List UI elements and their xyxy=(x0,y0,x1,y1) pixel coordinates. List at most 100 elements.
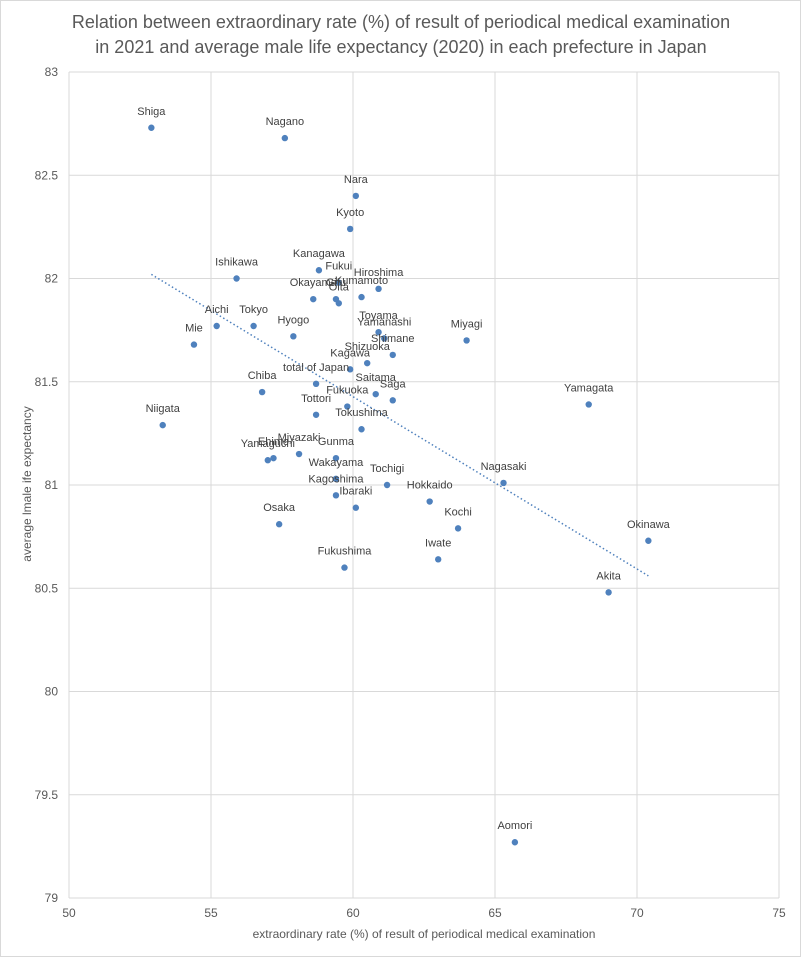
data-point xyxy=(315,267,323,274)
data-point-label: Ibaraki xyxy=(339,486,372,498)
data-point xyxy=(463,337,470,344)
data-point xyxy=(375,328,382,336)
data-point xyxy=(511,839,519,846)
data-point-label: Aomori xyxy=(497,820,532,832)
data-point xyxy=(250,322,257,330)
data-point xyxy=(381,335,388,342)
data-point-label: Oita xyxy=(329,281,350,293)
data-point xyxy=(258,388,266,396)
chart-title-line-1: Relation between extraordinary rate (%) … xyxy=(71,12,731,32)
y-axis-label: average lmale ife expectancy xyxy=(20,406,34,561)
data-point-label: Kagawa xyxy=(330,347,371,359)
data-point xyxy=(454,525,462,532)
data-point-label: Wakayama xyxy=(309,457,364,469)
data-point-label: Miyagi xyxy=(451,318,483,330)
data-point xyxy=(312,411,320,418)
data-point xyxy=(364,359,371,367)
y-tick-label: 81 xyxy=(45,478,59,492)
y-tick-label: 80 xyxy=(45,685,59,699)
data-point-label: Yamagata xyxy=(564,382,614,394)
data-point-label: Ehime xyxy=(258,436,289,448)
data-point xyxy=(645,537,652,544)
x-tick-label: 70 xyxy=(630,906,644,920)
data-point xyxy=(500,479,507,487)
data-point-label: Niigata xyxy=(146,403,181,415)
y-tick-labels: 79 79.5 80 80.5 81 81.5 82 82.5 83 xyxy=(35,65,59,905)
data-point-label: Miyazaki xyxy=(278,432,321,444)
y-tick-label: 83 xyxy=(45,65,59,79)
data-point xyxy=(295,450,303,458)
x-tick-label: 50 xyxy=(62,906,76,920)
data-point-label: Shizuoka xyxy=(345,341,391,353)
data-point xyxy=(435,556,442,563)
data-point-label: Iwate xyxy=(425,537,451,549)
data-point-label: Kyoto xyxy=(336,207,364,219)
data-point xyxy=(190,341,198,348)
data-point xyxy=(383,481,391,489)
data-point xyxy=(159,421,166,429)
data-point xyxy=(372,390,379,398)
data-point-label: Akita xyxy=(596,570,621,582)
chart-title-line-2: in 2021 and average male life expectancy… xyxy=(95,37,707,57)
data-point-label: Nagano xyxy=(266,116,305,128)
data-point-label: Saitama xyxy=(356,372,397,384)
data-point-label: Hiroshima xyxy=(354,267,404,279)
data-point-label: Yamanashi xyxy=(357,316,411,328)
data-point xyxy=(264,457,271,464)
data-point-label: Tokyo xyxy=(239,304,268,316)
data-point-label: Okayama xyxy=(290,277,338,289)
data-point-label: Fukushima xyxy=(318,546,373,558)
data-point xyxy=(270,454,277,462)
data-point xyxy=(312,380,320,388)
data-point xyxy=(389,397,396,404)
y-tick-label: 81.5 xyxy=(35,375,59,389)
data-point xyxy=(346,366,354,373)
data-point-labels: Shiga Nagano Nara Kyoto Kanagawa Ishikawa Fuku… xyxy=(137,106,670,832)
data-point xyxy=(335,279,342,286)
data-points xyxy=(148,124,652,846)
y-tick-label: 82 xyxy=(45,272,59,286)
data-point-label: Tochigi xyxy=(370,463,404,475)
trendline-group xyxy=(150,273,649,577)
chart-title: Relation between extraordinary rate (%) … xyxy=(0,10,802,60)
y-tick-label: 82.5 xyxy=(35,168,59,182)
data-point xyxy=(344,403,351,410)
data-point-label: Shimane xyxy=(371,333,414,345)
data-point xyxy=(332,475,340,483)
data-point-label: Hokkaido xyxy=(407,480,453,492)
data-point-label: Kagoshima xyxy=(308,473,364,485)
y-tick-label: 80.5 xyxy=(35,581,59,595)
data-point xyxy=(341,564,348,571)
data-point-label: Gifu xyxy=(326,277,346,289)
data-point xyxy=(605,589,612,596)
x-tick-label: 60 xyxy=(346,906,360,920)
data-point-label: Kochi xyxy=(444,506,472,518)
x-tick-label: 75 xyxy=(772,906,786,920)
data-point-label: Fukui xyxy=(325,261,352,273)
trendline xyxy=(150,273,649,577)
grid-lines xyxy=(68,71,780,899)
data-point xyxy=(310,295,317,303)
data-point xyxy=(233,275,240,282)
data-point xyxy=(332,454,340,462)
y-tick-label: 79.5 xyxy=(35,788,59,802)
data-point xyxy=(213,322,220,330)
data-point-label: Tokushima xyxy=(335,407,388,419)
data-point-label: Kanagawa xyxy=(293,248,346,260)
data-point-label: total of Japan xyxy=(283,362,349,374)
data-point xyxy=(332,492,340,499)
data-point-label: Gunma xyxy=(318,436,355,448)
data-point xyxy=(375,285,382,293)
data-point xyxy=(335,300,342,307)
data-point-label: Nagasaki xyxy=(481,461,527,473)
data-point-label: Fukuoka xyxy=(326,385,369,397)
data-point-label: Shiga xyxy=(137,106,166,118)
data-point xyxy=(352,192,360,200)
data-point-label: Aichi xyxy=(205,304,229,316)
data-point xyxy=(281,134,289,142)
data-point-label: Yamaguchi xyxy=(241,438,295,450)
x-tick-labels: 50 55 60 65 70 75 xyxy=(62,906,786,920)
data-point xyxy=(290,333,297,340)
